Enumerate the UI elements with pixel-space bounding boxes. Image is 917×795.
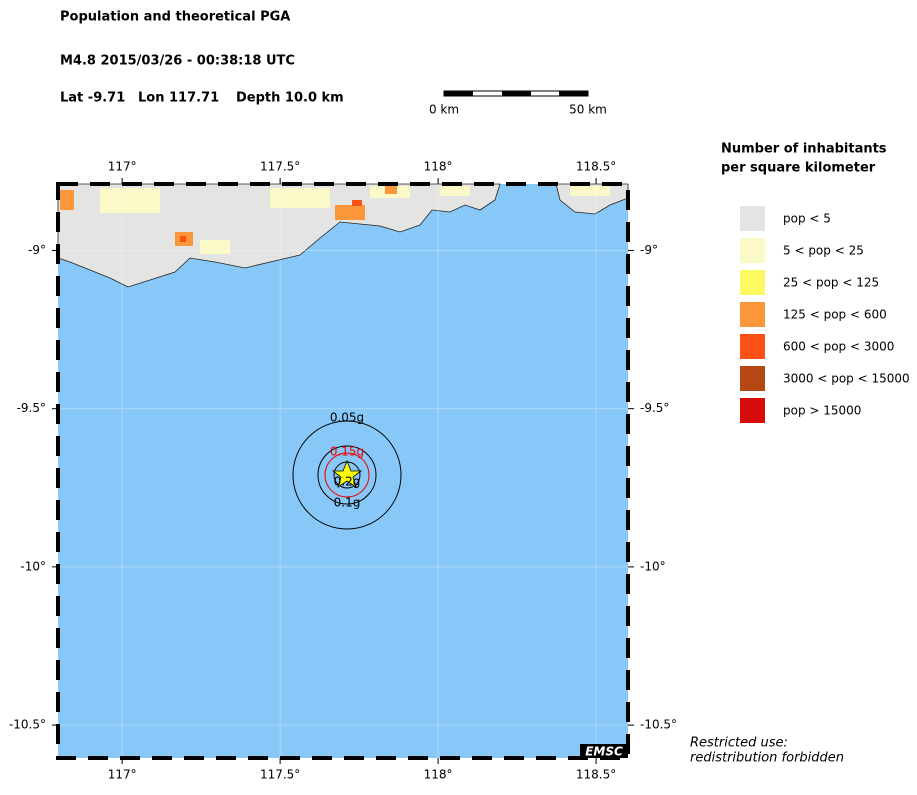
event: M4.8 2015/03/26 - 00:38:18 UTC bbox=[60, 54, 295, 69]
lon-label: 118.5° bbox=[576, 160, 616, 174]
legend-swatch bbox=[740, 206, 765, 231]
lon-label: 117° bbox=[108, 768, 137, 782]
lon-label: 117.5° bbox=[260, 160, 300, 174]
legend-label: 125 < pop < 600 bbox=[783, 308, 887, 322]
pga-contour bbox=[324, 452, 370, 498]
lon-label: 117° bbox=[108, 160, 137, 174]
depth: Depth 10.0 km bbox=[236, 91, 344, 106]
legend-swatch bbox=[740, 366, 765, 391]
legend-label: pop < 5 bbox=[783, 212, 831, 226]
legend-swatch bbox=[740, 270, 765, 295]
legend-swatch bbox=[740, 238, 765, 263]
lat-label: -9.5° bbox=[640, 401, 669, 415]
epicenter bbox=[331, 459, 363, 488]
population-patches bbox=[60, 186, 610, 254]
lat-label: -9.5° bbox=[17, 401, 46, 415]
legend-swatch bbox=[740, 302, 765, 327]
legend-title: per square kilometer bbox=[721, 161, 876, 176]
lat-label: -10° bbox=[20, 559, 46, 573]
lat-label: -9° bbox=[28, 243, 46, 257]
frame bbox=[56, 182, 630, 760]
lon-label: 118.5° bbox=[576, 768, 616, 782]
credit-box bbox=[580, 744, 628, 758]
notice: redistribution forbidden bbox=[690, 751, 844, 766]
notice: Restricted use: bbox=[690, 736, 788, 751]
title: Population and theoretical PGA bbox=[60, 10, 290, 25]
legend-label: 5 < pop < 25 bbox=[783, 244, 864, 258]
legend: pop < 5 5 < pop < 25 25 < pop < 125 125 < p… bbox=[740, 206, 910, 423]
legend-label: pop > 15000 bbox=[783, 404, 861, 418]
land bbox=[57, 183, 501, 288]
contour-label: 0.15g bbox=[330, 445, 364, 459]
map: 0.05g 0.15g 0.2g 0.1g EMSC bbox=[52, 178, 634, 764]
lon: Lon 117.71 bbox=[138, 91, 219, 106]
scale-end: 50 km bbox=[569, 103, 607, 117]
legend-title: Number of inhabitants bbox=[721, 142, 887, 157]
credit: EMSC bbox=[585, 745, 623, 759]
lat: Lat -9.71 bbox=[60, 91, 125, 106]
lon-label: 118° bbox=[424, 768, 453, 782]
legend-label: 3000 < pop < 15000 bbox=[783, 372, 910, 386]
pga-contour bbox=[292, 420, 402, 530]
lat-label: -10.5° bbox=[640, 718, 677, 732]
contour-label: 0.2g bbox=[334, 475, 361, 489]
pga-contour bbox=[317, 445, 377, 505]
legend-label: 600 < pop < 3000 bbox=[783, 340, 894, 354]
lon-label: 118° bbox=[424, 160, 453, 174]
legend-swatch bbox=[740, 398, 765, 423]
scale-bar bbox=[443, 90, 589, 97]
lat-label: -10.5° bbox=[9, 718, 46, 732]
lat-label: -9° bbox=[640, 243, 658, 257]
contour-label: 0.05g bbox=[330, 411, 364, 425]
scale-start: 0 km bbox=[429, 103, 459, 117]
legend-swatch bbox=[740, 334, 765, 359]
contour-label: 0.1g bbox=[334, 496, 361, 510]
lon-label: 117.5° bbox=[260, 768, 300, 782]
lat-label: -10° bbox=[640, 559, 666, 573]
graticule bbox=[52, 178, 634, 764]
legend-label: 25 < pop < 125 bbox=[783, 276, 879, 290]
